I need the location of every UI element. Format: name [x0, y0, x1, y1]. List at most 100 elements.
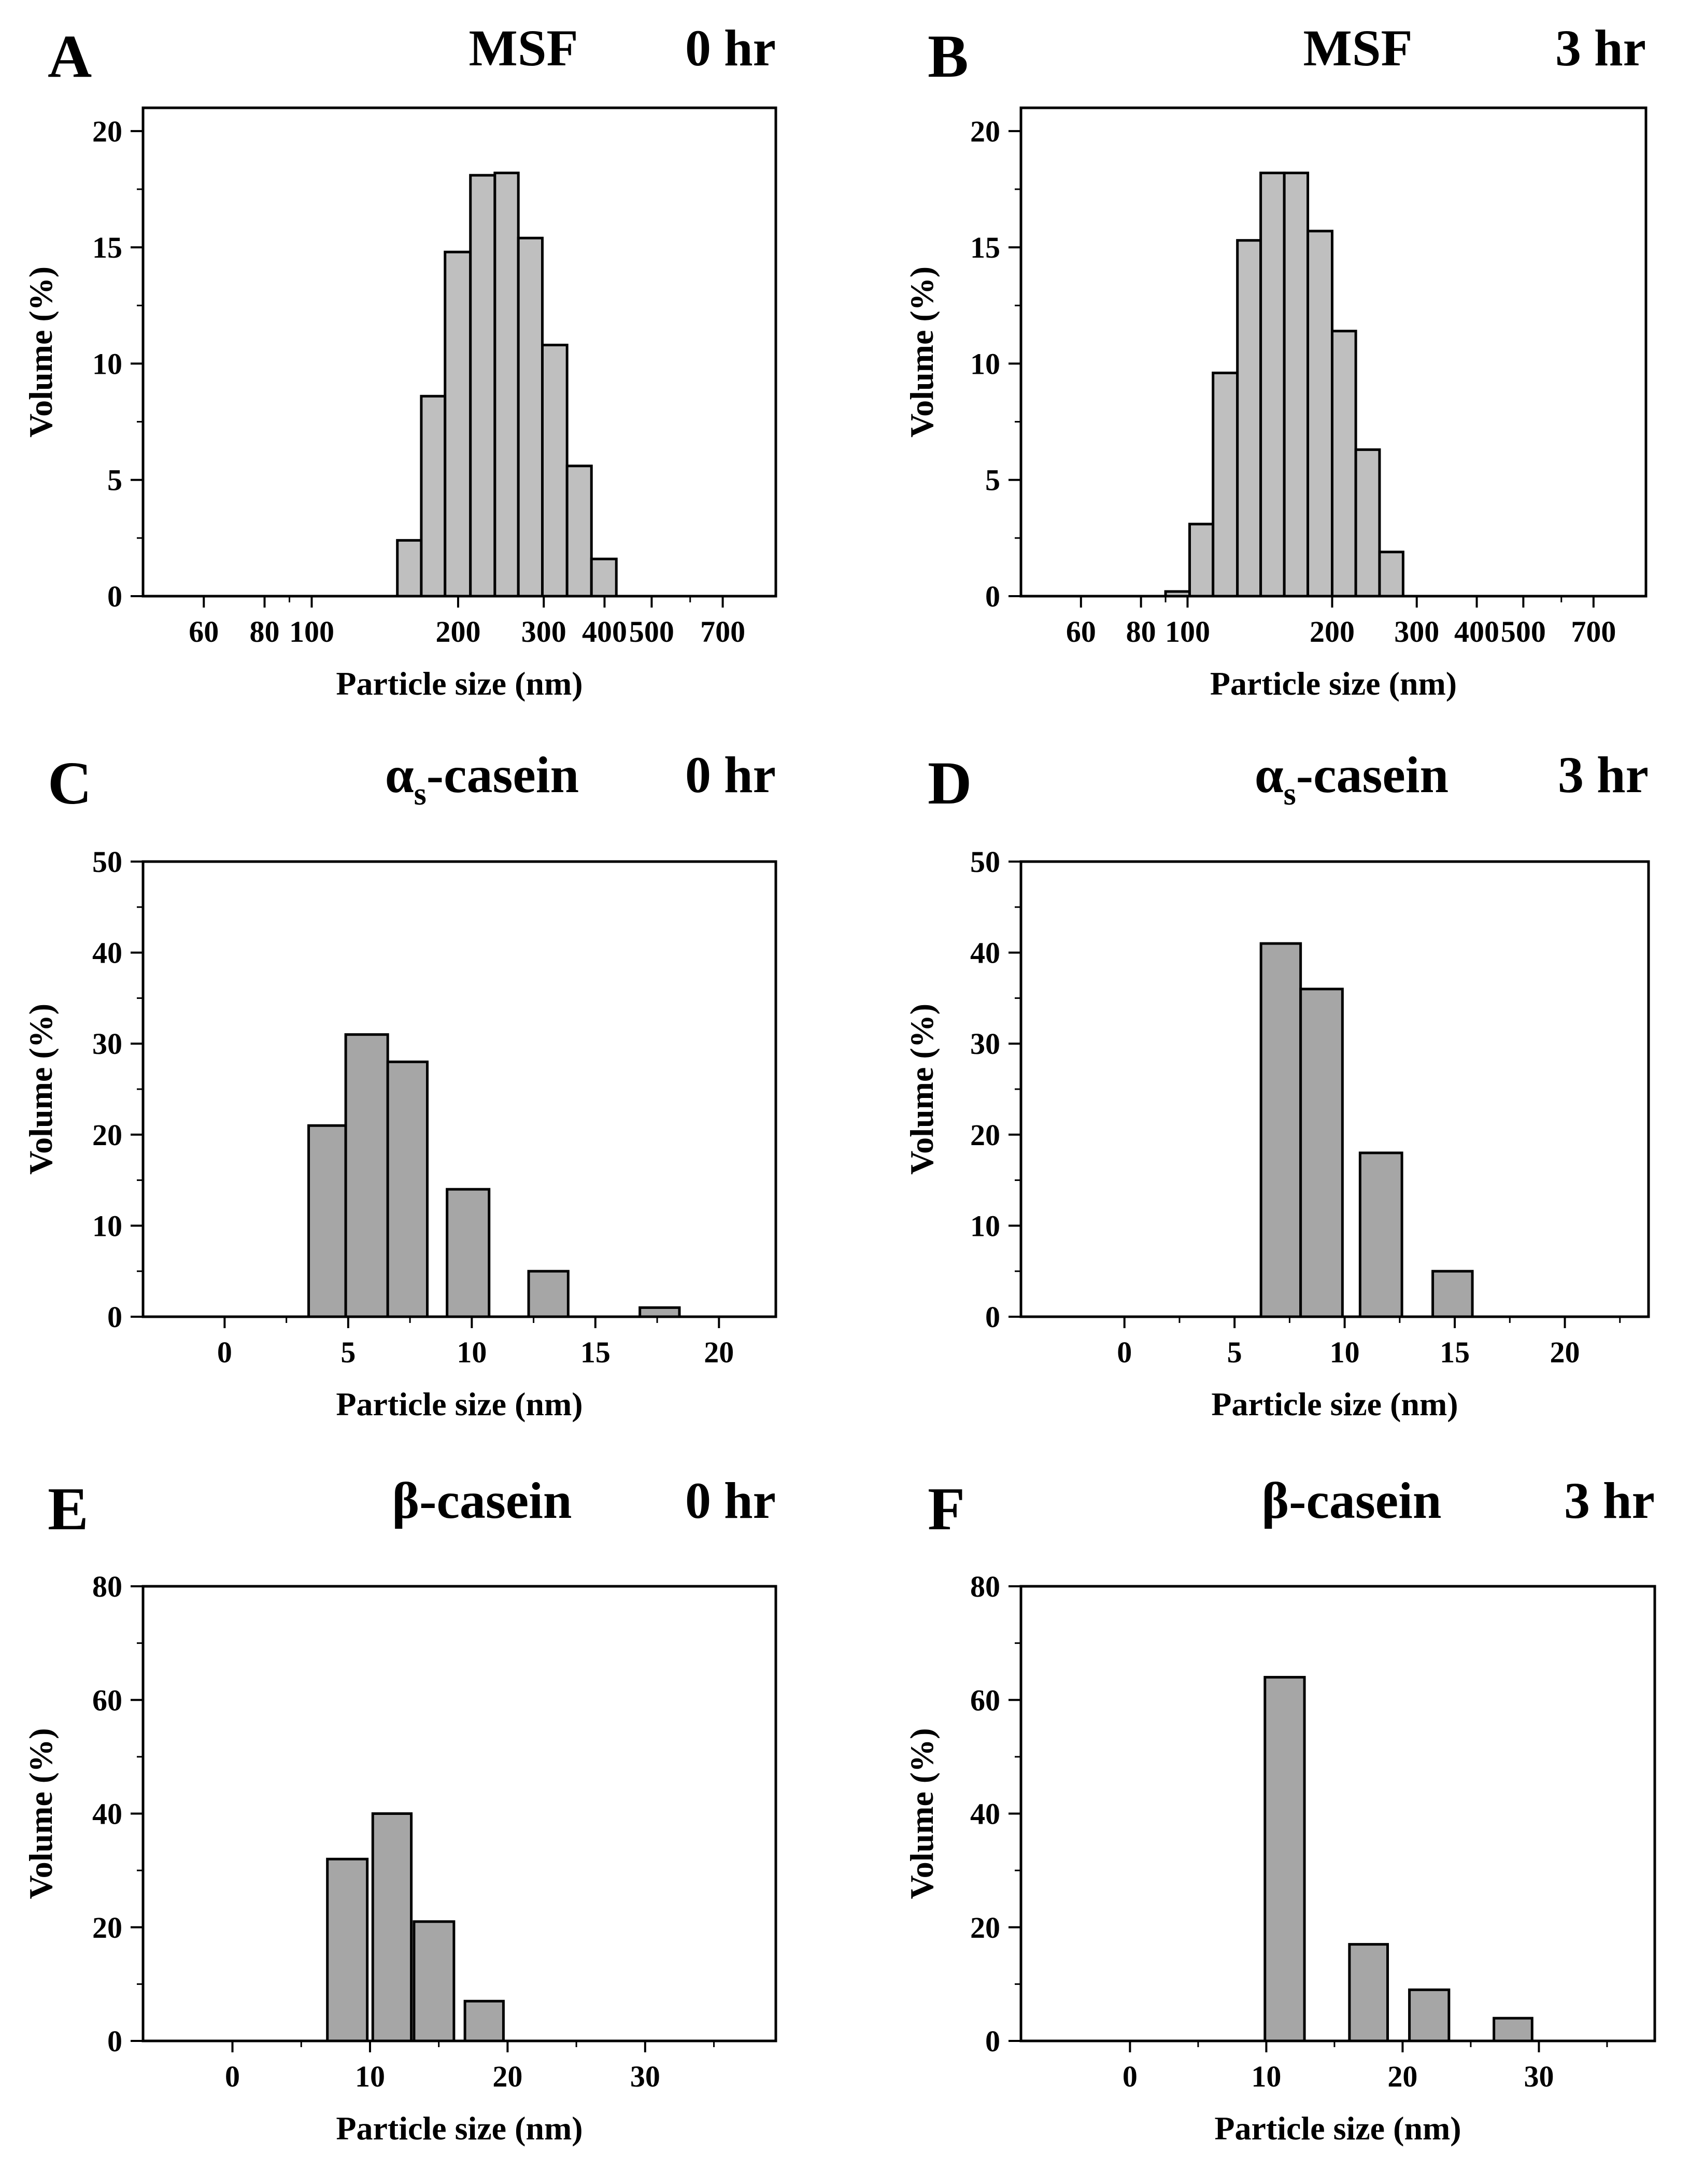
x-tick-label: 20 [492, 2060, 522, 2093]
x-tick-label: 30 [630, 2060, 660, 2093]
x-tick-label: 100 [1165, 615, 1210, 649]
bar-a-6 [517, 236, 544, 598]
bar-e-3 [413, 1920, 456, 2042]
bar-a-3 [444, 250, 472, 598]
x-tick-label: 15 [1440, 1335, 1470, 1369]
x-tick-label: 30 [1524, 2060, 1554, 2093]
bar-e-1 [326, 1857, 369, 2042]
y-tick-label: 0 [107, 580, 122, 613]
y-tick-label: 80 [92, 1570, 122, 1603]
x-tick-label: 15 [580, 1335, 610, 1369]
x-tick-label: 500 [629, 615, 674, 649]
bar-b-5 [1259, 172, 1286, 598]
x-tick-label: 700 [1571, 615, 1616, 649]
y-tick-label: 10 [92, 347, 122, 381]
panel-a: 0 5 10 15 20 60 80 100 200 300 400 500 700 Particle s… [22, 19, 777, 702]
bar-a-2 [420, 394, 447, 598]
x-tick-label: 10 [355, 2060, 385, 2093]
x-tick-label: 400 [1454, 615, 1499, 649]
x-tick-label: 10 [1251, 2060, 1281, 2093]
x-tick-label: 300 [1394, 615, 1439, 649]
y-tick-label: 10 [970, 347, 1000, 381]
y-tick-label: 30 [92, 1027, 122, 1061]
panel-b: 0 5 10 15 20 60 80 100 200 300 400 500 700 Particle s… [903, 19, 1648, 702]
y-tick-label: 40 [970, 936, 1000, 970]
bar-a-7 [541, 344, 569, 598]
panel-c: 0 10 20 30 40 50 0 5 10 15 20 Particle size (nm) Vol… [22, 746, 777, 1422]
panel-letter: E [48, 1475, 89, 1543]
y-axis-label: Volume (%) [903, 1728, 940, 1899]
y-tick-label: 0 [107, 1300, 122, 1334]
x-tick-label: 500 [1501, 615, 1546, 649]
bar-c-2 [344, 1033, 389, 1318]
bar-d-2 [1299, 988, 1344, 1318]
panel-time: 3 hr [1555, 19, 1646, 77]
x-tick-label: 0 [1117, 1335, 1132, 1369]
x-tick-label: 200 [435, 615, 480, 649]
bar-a-9 [590, 557, 618, 598]
x-tick-label: 0 [1123, 2060, 1138, 2093]
y-tick-label: 5 [107, 463, 122, 497]
x-tick-label: 100 [289, 615, 334, 649]
bar-b-2 [1188, 523, 1215, 598]
x-tick-label: 20 [704, 1335, 734, 1369]
bar-d-1 [1259, 942, 1302, 1318]
bar-b-8 [1330, 330, 1357, 598]
plot-frame [1019, 1585, 1656, 2042]
panel-title: MSF [1303, 19, 1412, 77]
y-tick-label: 20 [92, 1118, 122, 1152]
y-tick-label: 50 [92, 845, 122, 879]
panel-title: αs-casein [1255, 746, 1448, 812]
y-tick-label: 60 [92, 1683, 122, 1717]
bar-b-4 [1236, 239, 1262, 598]
bar-a-1 [396, 539, 423, 598]
title-subscript: s [414, 777, 427, 812]
y-tick-label: 40 [970, 1797, 1000, 1831]
bar-b-9 [1354, 448, 1381, 598]
bar-c-3 [386, 1060, 429, 1318]
y-tick-label: 30 [970, 1027, 1000, 1061]
y-tick-label: 40 [92, 1797, 122, 1831]
x-tick-label: 0 [217, 1335, 232, 1369]
x-tick-label: 80 [250, 615, 280, 649]
title-alpha: α [385, 746, 414, 804]
bar-d-3 [1358, 1151, 1403, 1318]
bar-a-4 [469, 174, 496, 598]
x-tick-label: 10 [1330, 1335, 1360, 1369]
y-tick-label: 10 [92, 1209, 122, 1243]
panel-time: 0 hr [685, 1472, 776, 1529]
panel-title: β-casein [1261, 1472, 1441, 1529]
y-tick-label: 20 [970, 115, 1000, 148]
x-tick-label: 10 [457, 1335, 487, 1369]
y-tick-label: 10 [970, 1209, 1000, 1243]
panel-f: 0 20 40 60 80 0 10 20 30 Particle size (nm) Volume… [903, 1472, 1656, 2147]
x-tick-label: 0 [225, 2060, 240, 2093]
x-tick-label: 20 [1550, 1335, 1580, 1369]
y-tick-label: 0 [107, 2024, 122, 2058]
y-axis-label: Volume (%) [22, 1004, 59, 1175]
bar-b-6 [1283, 172, 1310, 598]
y-tick-label: 80 [970, 1570, 1000, 1603]
y-axis-label: Volume (%) [903, 266, 940, 438]
bar-f-3 [1408, 1988, 1451, 2042]
bar-c-1 [307, 1124, 347, 1318]
x-axis-label: Particle size (nm) [336, 665, 583, 702]
panel-letter: A [48, 22, 92, 90]
bar-c-4 [446, 1188, 491, 1318]
y-axis-label: Volume (%) [22, 266, 59, 438]
bar-e-2 [371, 1812, 413, 2042]
x-tick-label: 700 [700, 615, 745, 649]
bar-c-6 [638, 1306, 681, 1318]
panel-time: 0 hr [685, 19, 776, 77]
x-tick-label: 5 [340, 1335, 356, 1369]
x-tick-label: 80 [1126, 615, 1156, 649]
bar-e-4 [463, 1999, 505, 2042]
bar-b-3 [1212, 371, 1239, 598]
x-axis-label: Particle size (nm) [336, 1386, 583, 1422]
panel-d: 0 10 20 30 40 50 0 5 10 15 20 Particle size (nm) Vol… [903, 746, 1650, 1422]
bar-f-4 [1493, 2017, 1533, 2042]
bar-f-2 [1348, 1943, 1389, 2042]
panel-time: 0 hr [685, 746, 776, 804]
panel-time: 3 hr [1558, 746, 1649, 804]
